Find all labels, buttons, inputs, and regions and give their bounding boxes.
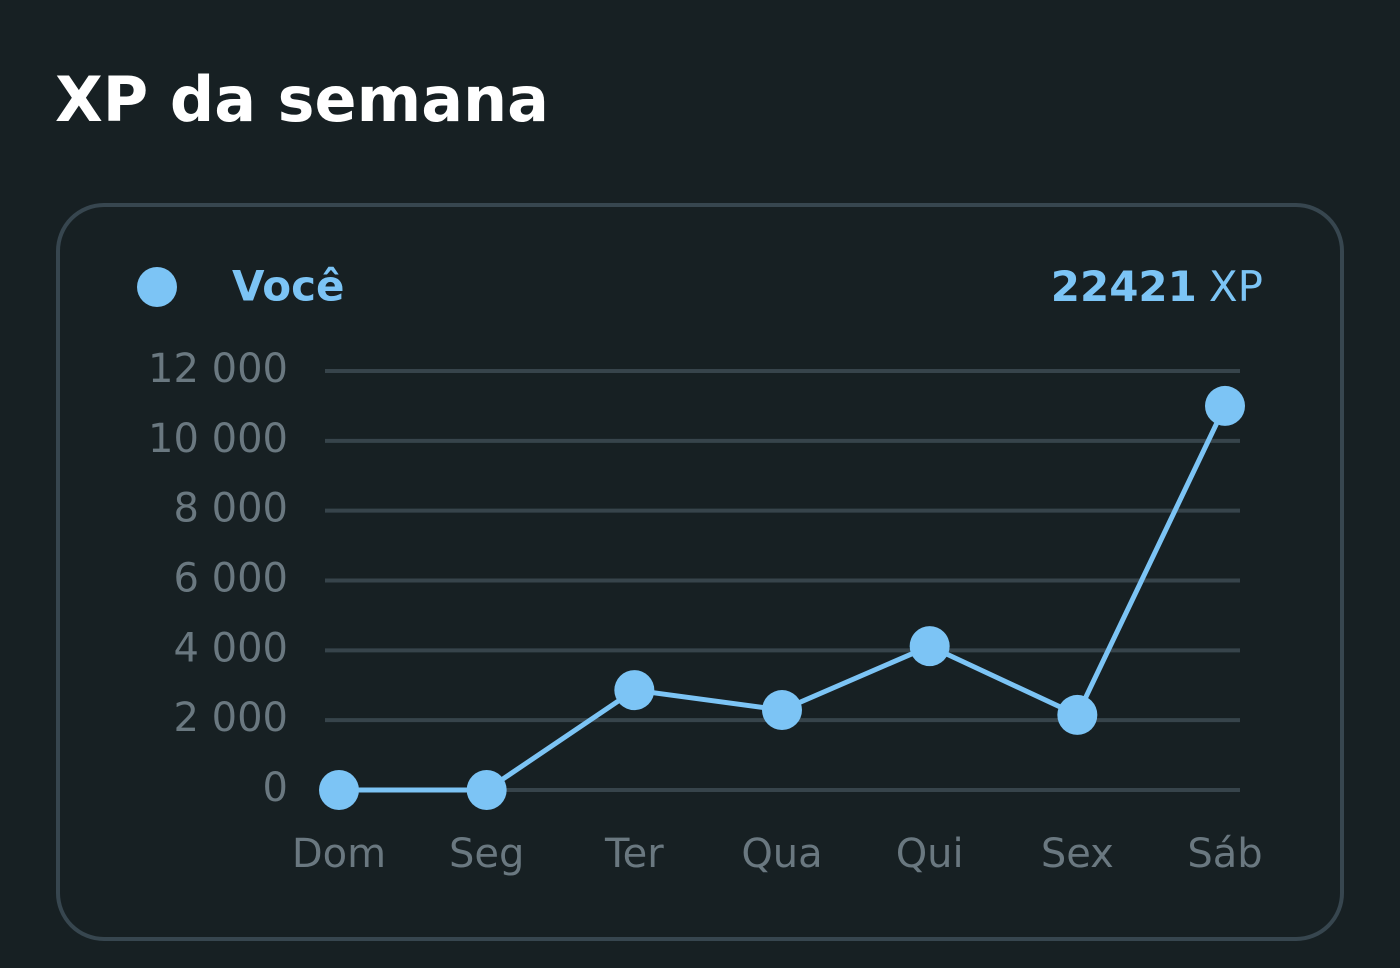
x-tick-label: Sáb [1187,831,1262,877]
chart-title: XP da semana [55,63,549,136]
x-tick-label: Seg [449,831,524,877]
legend-dot [137,267,177,307]
y-tick-label: 4 000 [173,625,288,671]
y-tick-label: 10 000 [148,416,288,462]
point [466,770,507,810]
x-tick-label: Sex [1041,831,1114,877]
y-tick-label: 8 000 [173,486,288,532]
x-tick-label: Ter [604,831,664,877]
x-tick-label: Qui [896,831,964,877]
point [1205,385,1245,426]
point [319,770,359,810]
y-tick-label: 12 000 [148,346,288,392]
y-tick-label: 0 [263,765,288,811]
point [762,690,802,731]
point [614,670,655,711]
y-tick-label: 2 000 [173,695,288,741]
card [56,203,1344,941]
total-value: 22421 [1051,262,1197,311]
point [909,626,950,667]
x-tick-label: Dom [292,831,386,877]
point [1057,694,1098,735]
legend-label: Você [232,262,344,311]
total: 22421 XP [1051,262,1263,311]
y-tick-label: 6 000 [173,556,288,602]
x-tick-label: Qua [741,831,822,877]
total-unit: XP [1209,262,1263,311]
